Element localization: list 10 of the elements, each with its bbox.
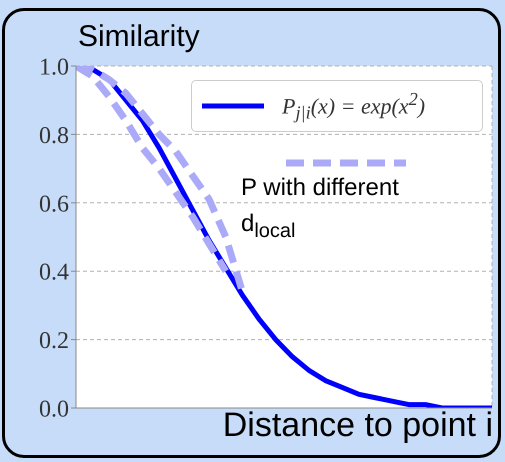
- legend-label: P$_{j|i}$(x) = exp(x$^{2}$): [282, 88, 426, 124]
- y-tick-label: 0.2: [39, 328, 69, 354]
- y-axis-title: Similarity: [78, 20, 200, 54]
- y-tick-label: 0.4: [39, 260, 69, 286]
- y-tick-label: 0.8: [39, 122, 69, 149]
- series-label: P with different d$_{local}$: [241, 173, 400, 244]
- y-tick-label: 1.0: [39, 54, 69, 81]
- y-tick-label: 0.6: [39, 191, 69, 218]
- y-tick-label: 0.0: [39, 396, 69, 423]
- x-axis-title: Distance to point i: [222, 406, 493, 445]
